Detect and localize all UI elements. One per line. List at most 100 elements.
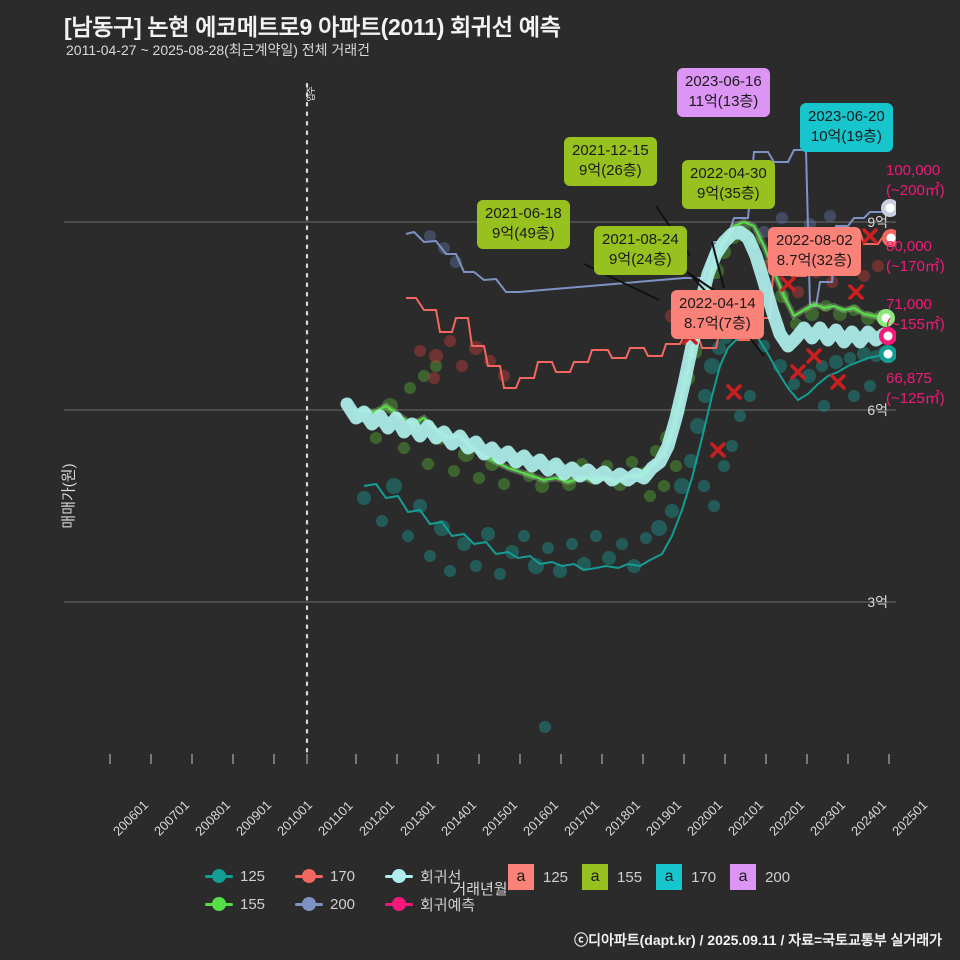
x-axis-title: 거래년월 bbox=[452, 881, 508, 898]
swatch-group-155[interactable]: a 155 bbox=[582, 864, 642, 890]
annotation-date: 2023-06-16 bbox=[685, 73, 762, 90]
right-area: (~200㎡) bbox=[886, 182, 945, 199]
chart-canvas bbox=[64, 82, 896, 764]
legend-label: 200 bbox=[330, 895, 356, 913]
legend-marker-icon bbox=[295, 897, 323, 911]
annotation-callout[interactable]: 2023-06-20 10억(19층) bbox=[800, 103, 893, 152]
right-area: (~125㎡) bbox=[886, 390, 945, 407]
swatch-label: 200 bbox=[765, 868, 791, 886]
swatch-group-170[interactable]: a 170 bbox=[656, 864, 716, 890]
page-subtitle: 2011-04-27 ~ 2025-08-28(최근계약일) 전체 거래건 bbox=[66, 42, 371, 58]
swatch-box: a bbox=[730, 864, 757, 890]
swatch-label: 155 bbox=[617, 868, 643, 886]
x-tick-label: 202101 bbox=[725, 797, 767, 839]
annotation-date: 2021-08-24 bbox=[602, 231, 679, 248]
footer-credit: ⓒ디아파트(dapt.kr) / 2025.09.11 / 자료=국토교통부 실… bbox=[574, 932, 942, 948]
annotation-date: 2022-08-02 bbox=[776, 232, 853, 249]
swatch-box: a bbox=[656, 864, 683, 890]
legend: 125 170 회귀선 155 bbox=[205, 862, 505, 918]
legend-item-170[interactable]: 170 bbox=[295, 868, 385, 885]
legend-label: 125 bbox=[240, 867, 266, 885]
right-area: (~170㎡) bbox=[886, 258, 945, 275]
annotation-callout[interactable]: 2022-04-14 8.7억(7층) bbox=[671, 290, 764, 339]
x-tick-marks bbox=[109, 754, 890, 764]
annotation-callout[interactable]: 2021-08-24 9억(24층) bbox=[594, 226, 687, 275]
legend-label: 회귀예측 bbox=[420, 896, 476, 914]
annotation-value: 11억(13층) bbox=[688, 92, 759, 110]
right-value-label-125: 66,875 (~125㎡) bbox=[886, 370, 945, 408]
annotation-date: 2023-06-20 bbox=[808, 108, 885, 125]
annotation-value: 9억(49층) bbox=[492, 224, 555, 242]
legend-marker-icon bbox=[385, 869, 413, 883]
x-tick-label: 202501 bbox=[889, 797, 931, 839]
swatch-box: a bbox=[582, 864, 609, 890]
x-tick-label: 202001 bbox=[684, 797, 726, 839]
right-value: 100,000 bbox=[886, 162, 941, 179]
legend-marker-icon bbox=[385, 897, 413, 911]
right-value-label-200: 100,000 (~200㎡) bbox=[886, 162, 945, 200]
swatch-group-200[interactable]: a 200 bbox=[730, 864, 790, 890]
x-tick-label: 201801 bbox=[602, 797, 644, 839]
right-value: 66,875 bbox=[886, 370, 932, 387]
x-tick-label: 201101 bbox=[315, 798, 356, 839]
legend-item-regression-forecast[interactable]: 회귀예측 bbox=[385, 894, 505, 915]
legend-label: 회귀선 bbox=[420, 868, 462, 886]
swatch-label: 125 bbox=[543, 868, 569, 886]
x-tick-label: 200901 bbox=[233, 797, 275, 839]
x-tick-label: 201201 bbox=[356, 797, 398, 839]
series-end-markers bbox=[877, 199, 896, 363]
annotation-callout[interactable]: 2022-08-02 8.7억(32층) bbox=[768, 227, 861, 276]
x-tick-label: 202301 bbox=[807, 797, 849, 839]
annotation-callout[interactable]: 2022-04-30 9억(35층) bbox=[682, 160, 775, 209]
x-tick-label: 202201 bbox=[766, 797, 808, 839]
x-tick-label: 201301 bbox=[397, 797, 439, 839]
x-tick-label: 201901 bbox=[643, 797, 685, 839]
gridlines bbox=[64, 221, 896, 603]
y-tick-label-6eok: 6억 bbox=[867, 402, 888, 418]
legend-item-200[interactable]: 200 bbox=[295, 896, 385, 913]
annotation-value: 8.7억(32층) bbox=[776, 251, 852, 269]
swatch-label: 170 bbox=[691, 868, 717, 886]
swatch-group-125[interactable]: a 125 bbox=[508, 864, 568, 890]
legend-row: 125 170 회귀선 bbox=[205, 862, 505, 890]
annotation-date: 2022-04-14 bbox=[679, 295, 756, 312]
legend-label: 170 bbox=[330, 867, 356, 885]
regression-band bbox=[340, 225, 891, 487]
legend-item-155[interactable]: 155 bbox=[205, 896, 295, 913]
right-value-label-155: 71,000 (~155㎡) bbox=[886, 296, 945, 334]
y-axis-title: 매매가(원) bbox=[60, 463, 78, 529]
annotation-callout[interactable]: 2021-12-15 9억(26층) bbox=[564, 137, 657, 186]
annotation-swatch-legend: a 125 a 155 a 170 a 200 bbox=[508, 864, 804, 890]
plot-area: 9억 6억 3억 매매가(원) 거래년월 200601 200701 20080… bbox=[61, 66, 930, 898]
annotation-date: 2021-12-15 bbox=[572, 142, 649, 159]
page-title: [남동구] 논현 에코메트로9 아파트(2011) 회귀선 예측 bbox=[64, 14, 561, 40]
annotation-value: 8.7억(7층) bbox=[683, 314, 751, 332]
legend-marker-icon bbox=[205, 897, 233, 911]
legend-label: 155 bbox=[240, 895, 266, 913]
x-tick-label: 200601 bbox=[110, 797, 152, 839]
legend-item-regression-line[interactable]: 회귀선 bbox=[385, 866, 505, 887]
right-value-label-170: 80,000 (~170㎡) bbox=[886, 238, 945, 276]
movein-marker-label: 입주 bbox=[305, 87, 316, 102]
x-tick-label: 200701 bbox=[151, 797, 193, 839]
x-tick-label: 201701 bbox=[561, 797, 603, 839]
x-tick-label: 201601 bbox=[520, 797, 562, 839]
annotation-callout[interactable]: 2023-06-16 11억(13층) bbox=[677, 68, 770, 117]
legend-item-125[interactable]: 125 bbox=[205, 868, 295, 885]
annotation-date: 2022-04-30 bbox=[690, 165, 767, 182]
right-area: (~155㎡) bbox=[886, 316, 945, 333]
annotation-callout[interactable]: 2021-06-18 9억(49층) bbox=[477, 200, 570, 249]
legend-marker-icon bbox=[295, 869, 323, 883]
legend-marker-icon bbox=[205, 869, 233, 883]
annotation-date: 2021-06-18 bbox=[485, 205, 562, 222]
line-125 bbox=[363, 330, 887, 572]
x-tick-label: 201001 bbox=[274, 797, 316, 839]
right-value: 80,000 bbox=[886, 238, 932, 255]
right-value: 71,000 bbox=[886, 296, 932, 313]
annotation-value: 9억(24층) bbox=[609, 250, 672, 268]
x-tick-label: 202401 bbox=[848, 797, 890, 839]
annotation-value: 10억(19층) bbox=[810, 127, 882, 145]
annotation-value: 9억(26층) bbox=[579, 161, 642, 179]
regression-end-marker bbox=[879, 327, 896, 345]
